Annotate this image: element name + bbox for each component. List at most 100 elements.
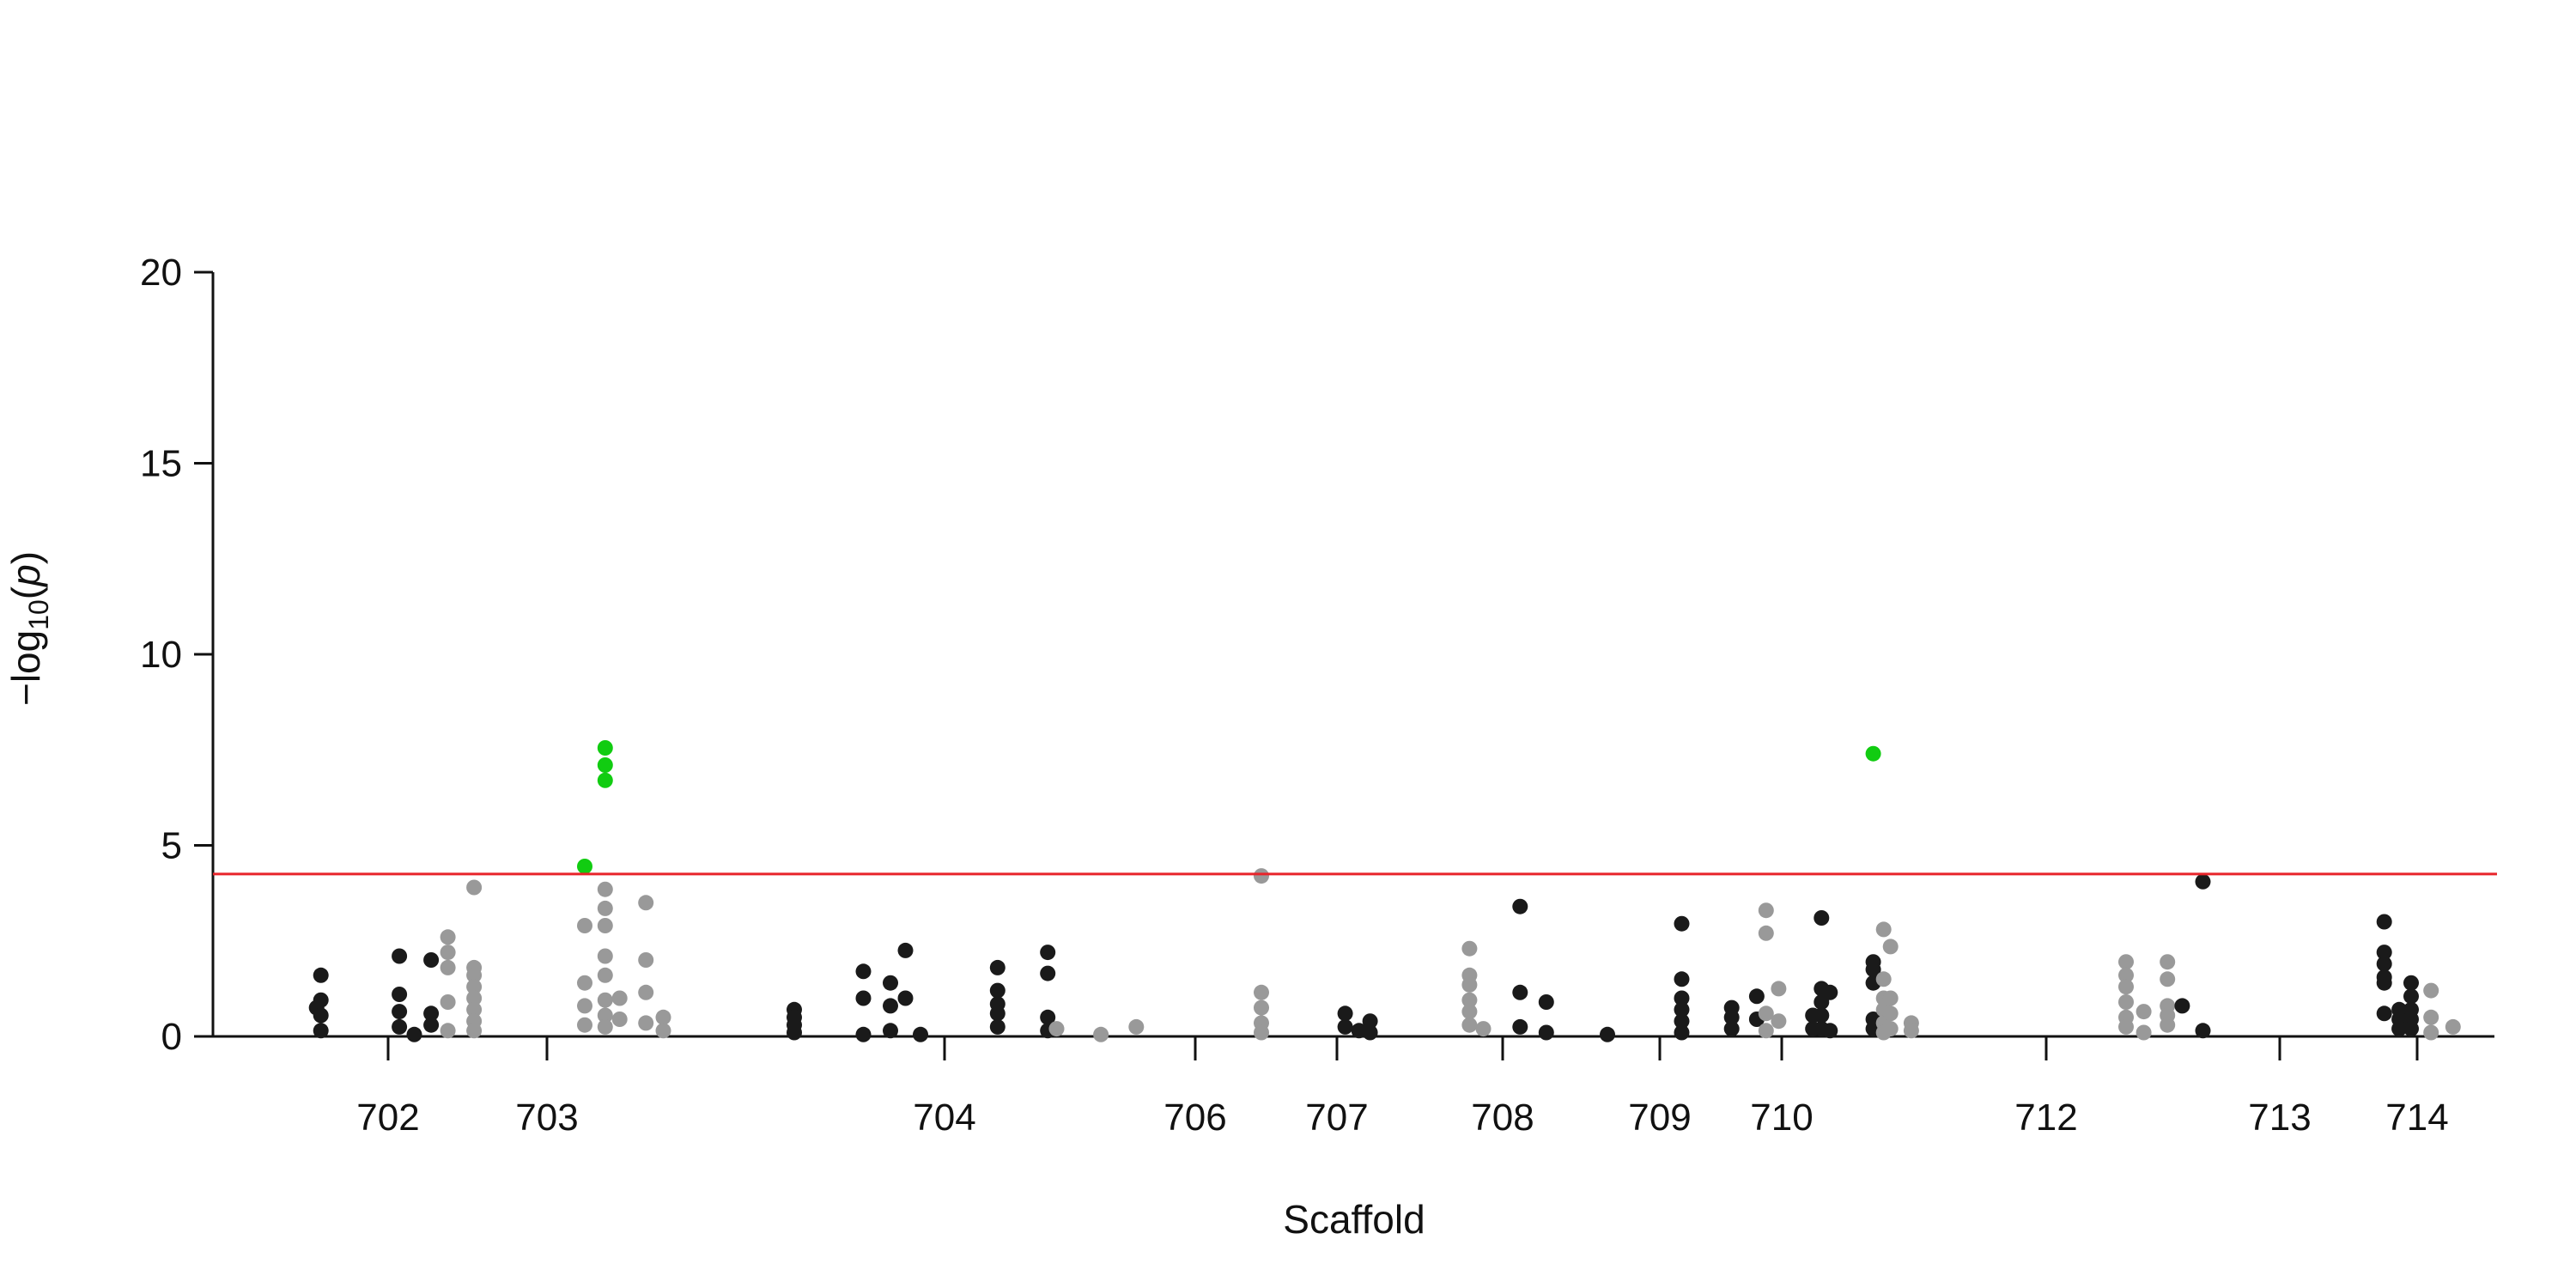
data-point — [2118, 1018, 2134, 1035]
data-point — [466, 1023, 483, 1039]
data-point — [1758, 925, 1774, 941]
data-point — [577, 918, 592, 933]
x-tick-label: 712 — [2014, 1097, 2077, 1139]
data-points — [308, 740, 2461, 1042]
data-point — [440, 1023, 456, 1039]
data-point — [1461, 1017, 1478, 1033]
data-point — [1674, 990, 1690, 1006]
significant-point — [577, 859, 592, 874]
data-point — [2195, 873, 2211, 890]
data-point — [855, 963, 872, 980]
data-point — [466, 1001, 483, 1018]
data-point — [611, 990, 628, 1006]
data-point — [577, 1017, 592, 1033]
data-point — [597, 992, 613, 1008]
data-point — [2118, 994, 2134, 1010]
data-point — [1882, 1005, 1899, 1022]
data-point — [1865, 962, 1881, 978]
data-point — [423, 1005, 440, 1022]
data-point — [883, 975, 898, 991]
data-point — [655, 1009, 671, 1025]
data-point — [597, 900, 613, 916]
data-point — [611, 1012, 628, 1027]
data-point — [883, 998, 898, 1014]
data-point — [897, 942, 914, 958]
data-point — [440, 929, 456, 945]
data-point — [883, 1023, 898, 1039]
y-axis-title-variable: p — [3, 564, 48, 588]
data-point — [1362, 1013, 1378, 1030]
data-point — [855, 990, 872, 1006]
data-point — [2403, 975, 2419, 991]
data-point — [2376, 1005, 2392, 1022]
significant-point — [1865, 745, 1881, 762]
data-point — [2445, 1018, 2461, 1035]
data-point — [1674, 1013, 1690, 1030]
data-point — [2376, 956, 2392, 972]
data-point — [989, 1018, 1005, 1035]
data-point — [392, 987, 408, 1002]
x-tick-label: 708 — [1471, 1097, 1534, 1139]
data-point — [1538, 994, 1554, 1010]
data-point — [1040, 965, 1056, 981]
data-point — [1748, 988, 1765, 1005]
data-point — [423, 952, 440, 968]
y-axis-title-open-paren: ( — [3, 586, 48, 599]
data-point — [1128, 1018, 1145, 1035]
data-point — [1040, 945, 1056, 961]
data-point — [1674, 971, 1690, 987]
data-point — [1771, 981, 1787, 997]
data-point — [2160, 971, 2176, 987]
data-point — [1723, 1009, 1740, 1025]
data-point — [1040, 1009, 1056, 1025]
data-point — [423, 1017, 440, 1033]
data-point — [1475, 1021, 1492, 1037]
x-axis-title: Scaffold — [1283, 1197, 1425, 1242]
data-point — [597, 1018, 613, 1035]
data-point — [989, 1005, 1005, 1022]
x-tick-label: 713 — [2248, 1097, 2311, 1139]
data-point — [638, 1015, 654, 1031]
data-point — [1771, 1013, 1787, 1030]
data-point — [440, 945, 456, 961]
data-point — [1882, 990, 1899, 1006]
data-point — [1093, 1026, 1109, 1042]
data-point — [1461, 992, 1478, 1008]
x-axis: 702 703 704 706 707 708 709 710 712 713 714 — [213, 1035, 2494, 1139]
data-point — [1814, 1007, 1830, 1024]
data-point — [1254, 984, 1269, 1000]
data-point — [392, 1004, 408, 1020]
data-point — [2136, 1024, 2152, 1041]
data-point — [392, 1018, 408, 1035]
data-point — [2376, 945, 2392, 961]
data-point — [597, 918, 613, 933]
data-point — [1758, 1005, 1774, 1022]
data-point — [440, 959, 456, 975]
data-point — [1512, 898, 1528, 914]
data-point — [313, 967, 329, 983]
data-point — [2376, 975, 2392, 991]
data-point — [1758, 1023, 1774, 1039]
data-point — [1723, 1021, 1740, 1037]
data-point — [577, 998, 592, 1014]
data-point — [1882, 939, 1899, 955]
data-point — [2403, 988, 2419, 1005]
data-point — [313, 1023, 329, 1039]
data-point — [1512, 1018, 1528, 1035]
y-axis-title: −log10(p) — [3, 551, 54, 706]
y-axis-title-close-paren: ) — [3, 551, 48, 564]
y-tick-label: 20 — [140, 252, 182, 294]
data-point — [897, 990, 914, 1006]
data-point — [2160, 954, 2176, 970]
data-point — [2376, 914, 2392, 930]
data-point — [638, 952, 654, 968]
x-tick-label: 710 — [1750, 1097, 1813, 1139]
data-point — [2423, 982, 2439, 999]
data-point — [1461, 976, 1478, 993]
data-point — [1254, 1024, 1269, 1041]
data-point — [1882, 1021, 1899, 1037]
data-point — [1538, 1024, 1554, 1041]
y-tick-label: 10 — [140, 634, 182, 676]
x-tick-label: 704 — [913, 1097, 975, 1139]
data-point — [2118, 967, 2134, 983]
